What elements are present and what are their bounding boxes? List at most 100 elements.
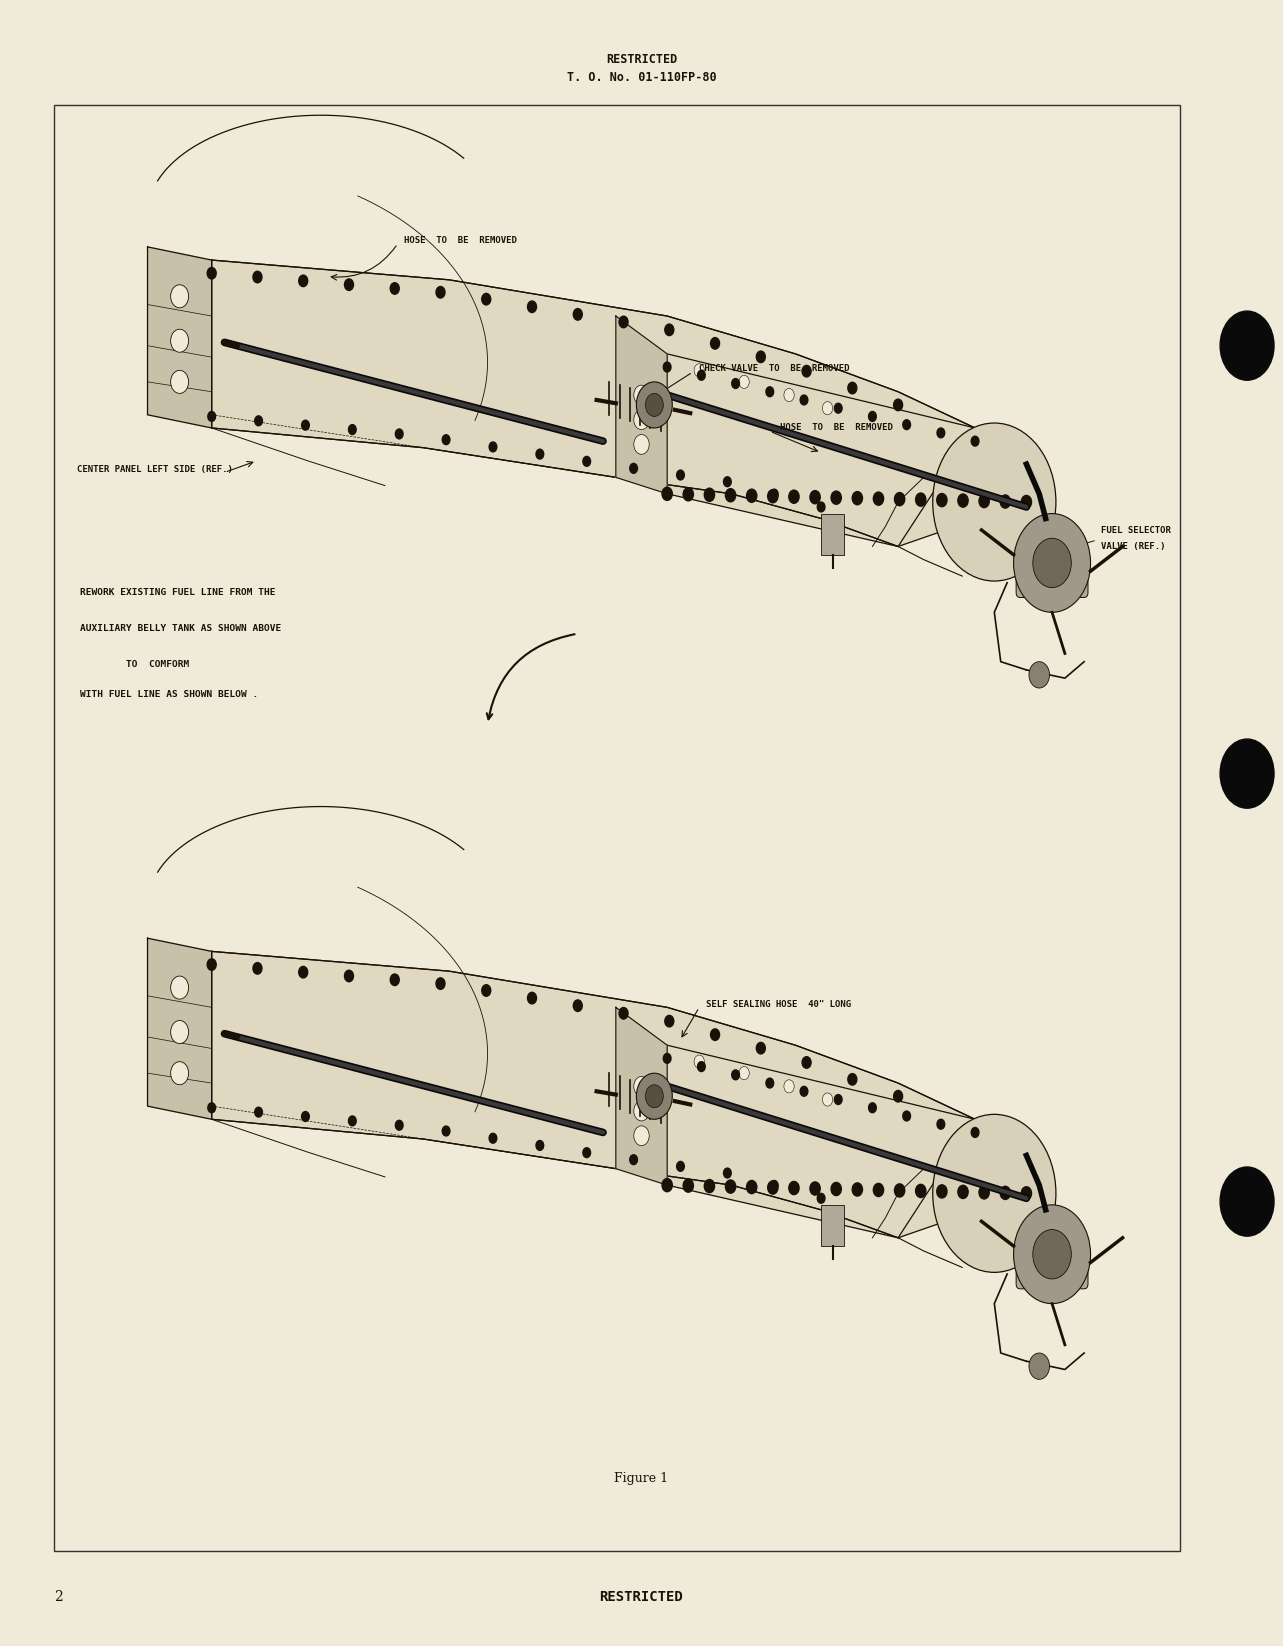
Circle shape: [620, 316, 629, 328]
Circle shape: [436, 978, 445, 989]
Circle shape: [933, 1114, 1056, 1272]
Text: VALVE (REF.): VALVE (REF.): [1101, 542, 1165, 551]
Circle shape: [725, 489, 735, 502]
Circle shape: [704, 489, 715, 502]
Circle shape: [582, 456, 590, 466]
Circle shape: [634, 1101, 649, 1121]
Circle shape: [676, 1162, 684, 1172]
Circle shape: [933, 423, 1056, 581]
Circle shape: [869, 412, 876, 421]
Polygon shape: [148, 938, 212, 1119]
Circle shape: [253, 963, 262, 974]
Circle shape: [634, 435, 649, 454]
Circle shape: [645, 1085, 663, 1108]
Polygon shape: [667, 1045, 1052, 1238]
Circle shape: [349, 425, 357, 435]
Text: CENTER PANEL LEFT SIDE (REF.): CENTER PANEL LEFT SIDE (REF.): [77, 464, 232, 474]
Circle shape: [810, 1182, 820, 1195]
Circle shape: [443, 1126, 450, 1136]
Circle shape: [171, 1062, 189, 1085]
Circle shape: [766, 1078, 774, 1088]
Circle shape: [255, 1108, 263, 1118]
Circle shape: [848, 1073, 857, 1085]
Circle shape: [645, 393, 663, 416]
Circle shape: [443, 435, 450, 444]
Circle shape: [663, 362, 671, 372]
Text: RESTRICTED: RESTRICTED: [606, 53, 677, 66]
Circle shape: [704, 1180, 715, 1193]
Circle shape: [630, 464, 638, 474]
Text: REWORK EXISTING FUEL LINE FROM THE: REWORK EXISTING FUEL LINE FROM THE: [80, 588, 275, 597]
Polygon shape: [212, 260, 975, 546]
FancyBboxPatch shape: [1016, 1254, 1088, 1289]
Circle shape: [683, 1179, 693, 1192]
Circle shape: [694, 364, 704, 377]
Circle shape: [349, 1116, 357, 1126]
Circle shape: [894, 492, 905, 505]
Circle shape: [698, 370, 706, 380]
Circle shape: [757, 1042, 765, 1053]
Circle shape: [636, 1073, 672, 1119]
Circle shape: [634, 1076, 649, 1096]
Circle shape: [1001, 495, 1011, 509]
Circle shape: [916, 494, 926, 507]
Circle shape: [874, 492, 884, 505]
Circle shape: [747, 489, 757, 502]
Circle shape: [171, 329, 189, 352]
Circle shape: [1014, 1205, 1091, 1304]
Circle shape: [979, 494, 989, 507]
Circle shape: [893, 1090, 902, 1103]
Text: T. O. No. 01-110FP-80: T. O. No. 01-110FP-80: [567, 71, 716, 84]
Circle shape: [698, 1062, 706, 1072]
Circle shape: [893, 398, 902, 412]
Polygon shape: [667, 354, 1052, 546]
Circle shape: [1220, 739, 1274, 808]
Circle shape: [874, 1183, 884, 1197]
Bar: [54, 105, 1180, 1551]
Circle shape: [869, 1103, 876, 1113]
Circle shape: [574, 308, 582, 319]
Circle shape: [789, 1182, 799, 1195]
Circle shape: [739, 375, 749, 388]
Text: HOSE  TO  BE  REMOVED: HOSE TO BE REMOVED: [404, 235, 517, 245]
Circle shape: [536, 449, 544, 459]
Circle shape: [822, 402, 833, 415]
Circle shape: [536, 1141, 544, 1151]
Circle shape: [784, 1080, 794, 1093]
Circle shape: [676, 471, 684, 481]
Circle shape: [634, 385, 649, 405]
Circle shape: [937, 428, 944, 438]
Circle shape: [757, 351, 765, 362]
Circle shape: [724, 477, 731, 487]
Circle shape: [971, 1128, 979, 1137]
Circle shape: [436, 286, 445, 298]
Circle shape: [801, 395, 808, 405]
Circle shape: [683, 487, 693, 500]
Bar: [821, 1205, 844, 1246]
Polygon shape: [148, 247, 212, 428]
Polygon shape: [616, 1007, 667, 1185]
Circle shape: [1033, 538, 1071, 588]
Text: RESTRICTED: RESTRICTED: [599, 1590, 684, 1603]
Circle shape: [299, 966, 308, 978]
Circle shape: [527, 993, 536, 1004]
Text: 2: 2: [54, 1590, 63, 1603]
Circle shape: [395, 430, 403, 439]
Circle shape: [810, 491, 820, 504]
Circle shape: [817, 1193, 825, 1203]
Circle shape: [253, 272, 262, 283]
Circle shape: [1029, 1353, 1049, 1379]
Circle shape: [208, 1103, 216, 1113]
Circle shape: [663, 1053, 671, 1063]
Circle shape: [724, 1169, 731, 1179]
Text: AUXILIARY BELLY TANK AS SHOWN ABOVE: AUXILIARY BELLY TANK AS SHOWN ABOVE: [80, 624, 281, 634]
Bar: [821, 514, 844, 555]
Circle shape: [1029, 662, 1049, 688]
Circle shape: [801, 1086, 808, 1096]
Circle shape: [574, 999, 582, 1011]
Circle shape: [831, 491, 842, 504]
Circle shape: [665, 1016, 674, 1027]
Text: Figure 1: Figure 1: [615, 1472, 668, 1485]
Circle shape: [395, 1121, 403, 1131]
Circle shape: [822, 1093, 833, 1106]
